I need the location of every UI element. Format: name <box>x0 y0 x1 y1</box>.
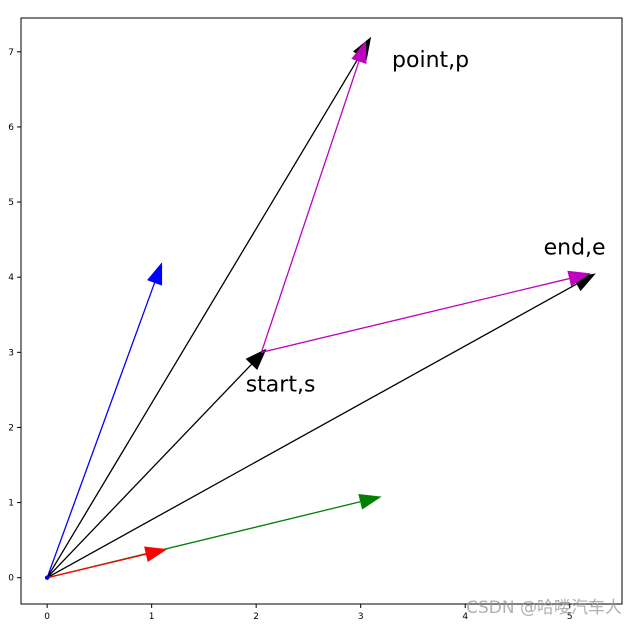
arrow-head <box>144 546 168 563</box>
vector-arrow-2 <box>46 348 267 579</box>
plot-area-frame <box>20 17 623 605</box>
y-tick-label: 2 <box>8 423 14 433</box>
vector-arrow-7 <box>261 270 591 353</box>
vector-arrow-1 <box>46 36 372 579</box>
arrow-layer <box>44 36 596 580</box>
vector-arrow-6 <box>260 40 367 353</box>
arrow-shaft <box>261 277 570 353</box>
arrow-shaft <box>46 364 252 579</box>
arrow-shaft <box>46 282 156 578</box>
annotation-label: point,p <box>392 48 469 73</box>
x-tick-label: 4 <box>462 612 468 622</box>
arrow-head <box>351 40 367 64</box>
tick-layer: 0 1 2 3 4 5 0 1 2 3 4 5 6 7 <box>8 48 572 622</box>
y-tick-label: 3 <box>8 348 14 358</box>
watermark-text: CSDN @哈喽汽车人 <box>466 598 622 618</box>
arrow-shaft <box>46 553 147 579</box>
arrow-head <box>358 493 382 510</box>
vector-arrow-3 <box>46 273 596 579</box>
x-tick-label: 2 <box>253 612 259 622</box>
x-tick-label: 5 <box>567 612 573 622</box>
arrow-head <box>245 348 267 370</box>
origin-point <box>44 575 50 580</box>
y-tick-label: 6 <box>8 123 14 133</box>
vector-arrow-5 <box>46 546 168 579</box>
x-tick-label: 1 <box>149 612 155 622</box>
arrow-head <box>147 262 163 286</box>
y-tick-label: 1 <box>8 499 14 509</box>
annotation-layer: point,p end,e start,s <box>246 48 606 398</box>
y-tick-label: 5 <box>8 198 14 208</box>
x-tick-label: 0 <box>44 612 50 622</box>
annotation-label: start,s <box>246 372 316 397</box>
y-tick-label: 0 <box>8 574 14 584</box>
annotation-label: end,e <box>544 236 606 261</box>
arrow-shaft <box>260 61 360 353</box>
arrow-head <box>567 270 591 287</box>
y-tick-label: 4 <box>8 273 14 283</box>
vector-arrow-0 <box>46 262 163 578</box>
x-tick-label: 3 <box>358 612 364 622</box>
y-tick-label: 7 <box>8 48 14 58</box>
arrow-shaft <box>46 55 361 579</box>
arrow-shaft <box>46 283 577 579</box>
